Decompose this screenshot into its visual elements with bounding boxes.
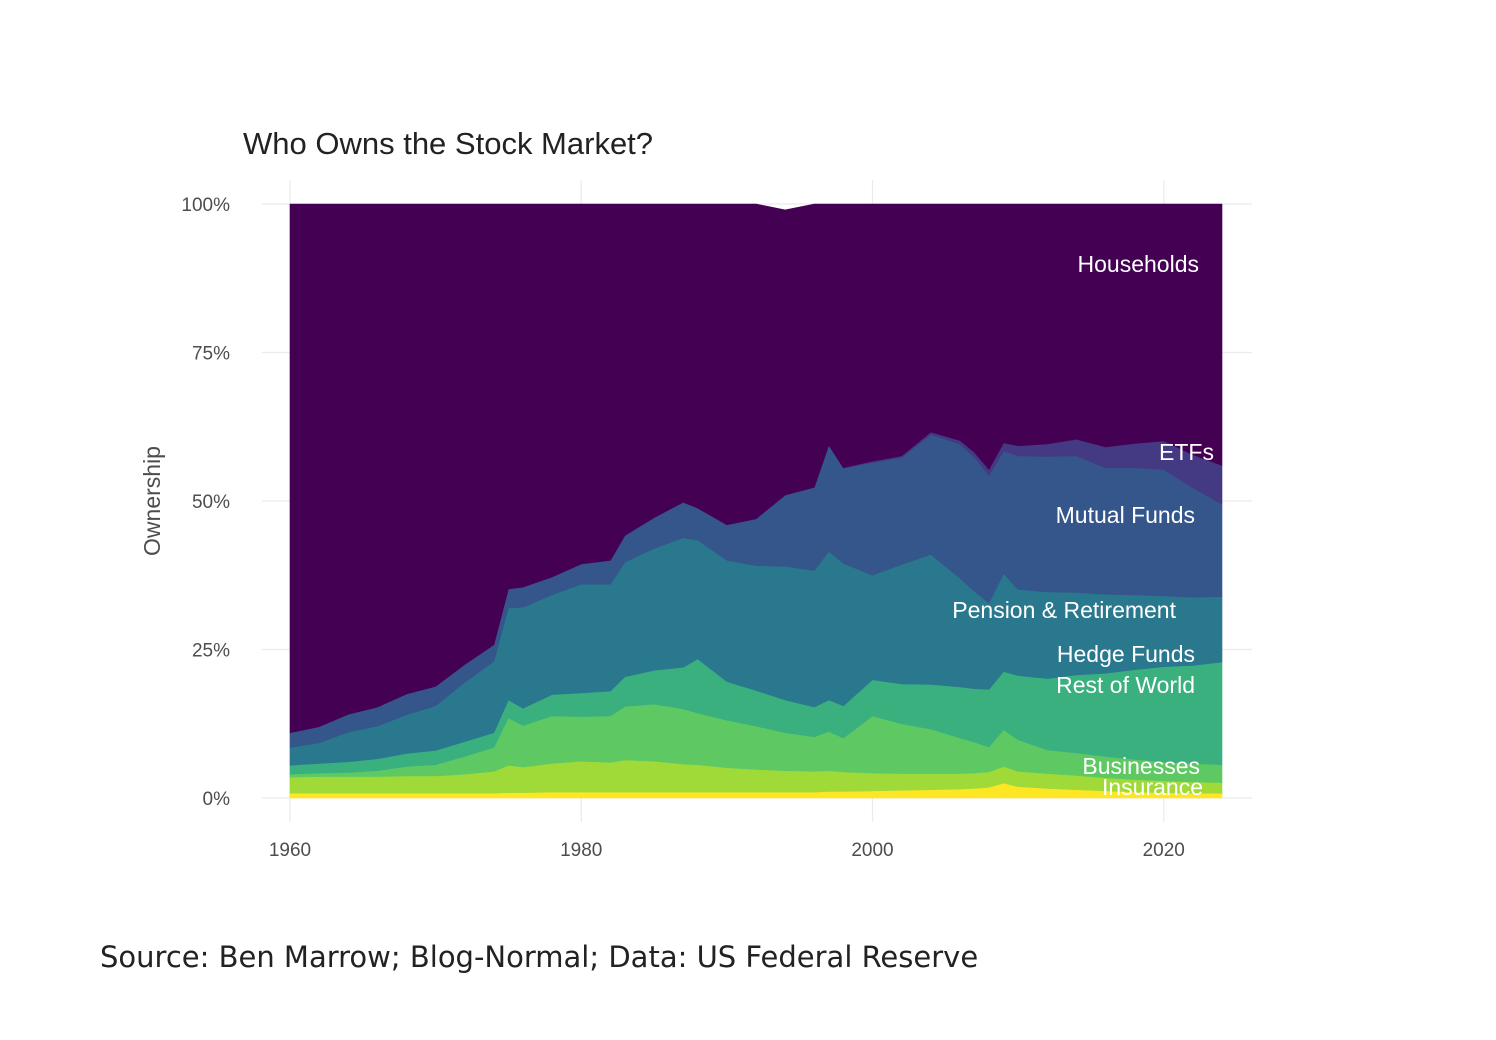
x-tick-label: 2020 bbox=[1143, 840, 1185, 861]
y-tick-label: 50% bbox=[192, 492, 230, 513]
y-tick-label: 25% bbox=[192, 641, 230, 662]
series-label-households: Households bbox=[1078, 251, 1199, 277]
x-tick-label: 1980 bbox=[560, 840, 602, 861]
series-label-rest-of-world: Rest of World bbox=[1056, 672, 1195, 698]
x-tick-label: 1960 bbox=[269, 840, 311, 861]
y-tick-label: 100% bbox=[181, 195, 230, 216]
series-label-etfs: ETFs bbox=[1159, 439, 1214, 465]
area-households bbox=[289, 203, 1223, 734]
y-axis-ticks: 0% 25% 50% 75% 100% bbox=[181, 195, 230, 810]
y-tick-label: 75% bbox=[192, 344, 230, 365]
y-tick-label: 0% bbox=[203, 789, 231, 810]
series-label-pension-retirement: Pension & Retirement bbox=[952, 597, 1176, 623]
series-label-hedge-funds: Hedge Funds bbox=[1057, 641, 1195, 667]
source-note: Source: Ben Marrow; Blog-Normal; Data: U… bbox=[100, 940, 979, 974]
series-label-insurance: Insurance bbox=[1102, 774, 1203, 800]
area-series-layer bbox=[289, 203, 1223, 799]
x-axis-ticks: 1960 1980 2000 2020 bbox=[269, 840, 1185, 861]
x-tick-label: 2000 bbox=[851, 840, 893, 861]
chart-title: Who Owns the Stock Market? bbox=[243, 126, 653, 161]
y-axis-title: Ownership bbox=[139, 446, 165, 556]
series-label-mutual-funds: Mutual Funds bbox=[1056, 502, 1195, 528]
series-label-businesses: Businesses bbox=[1082, 753, 1200, 779]
